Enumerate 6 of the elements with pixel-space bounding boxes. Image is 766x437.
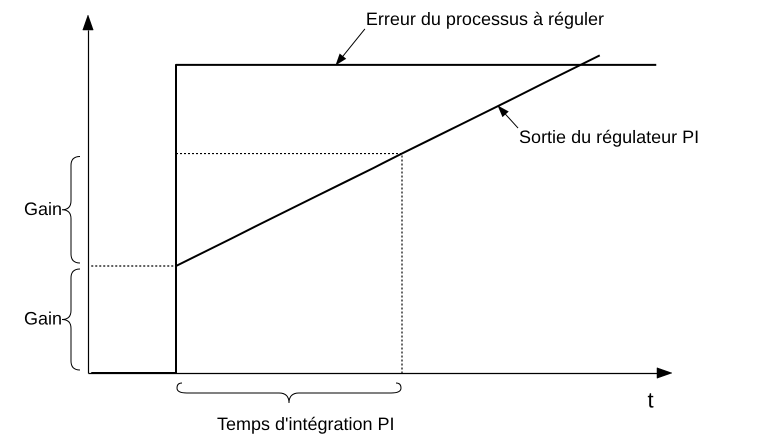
text: Gain [24, 198, 62, 219]
series-label: Erreur du processus à réguler [366, 8, 604, 29]
text: Gain [24, 308, 62, 328]
legend-label: Sortie du régulateur PI [519, 127, 700, 148]
text: Temps d'intégration PI [217, 414, 395, 434]
x-axis-title: t [647, 388, 654, 412]
